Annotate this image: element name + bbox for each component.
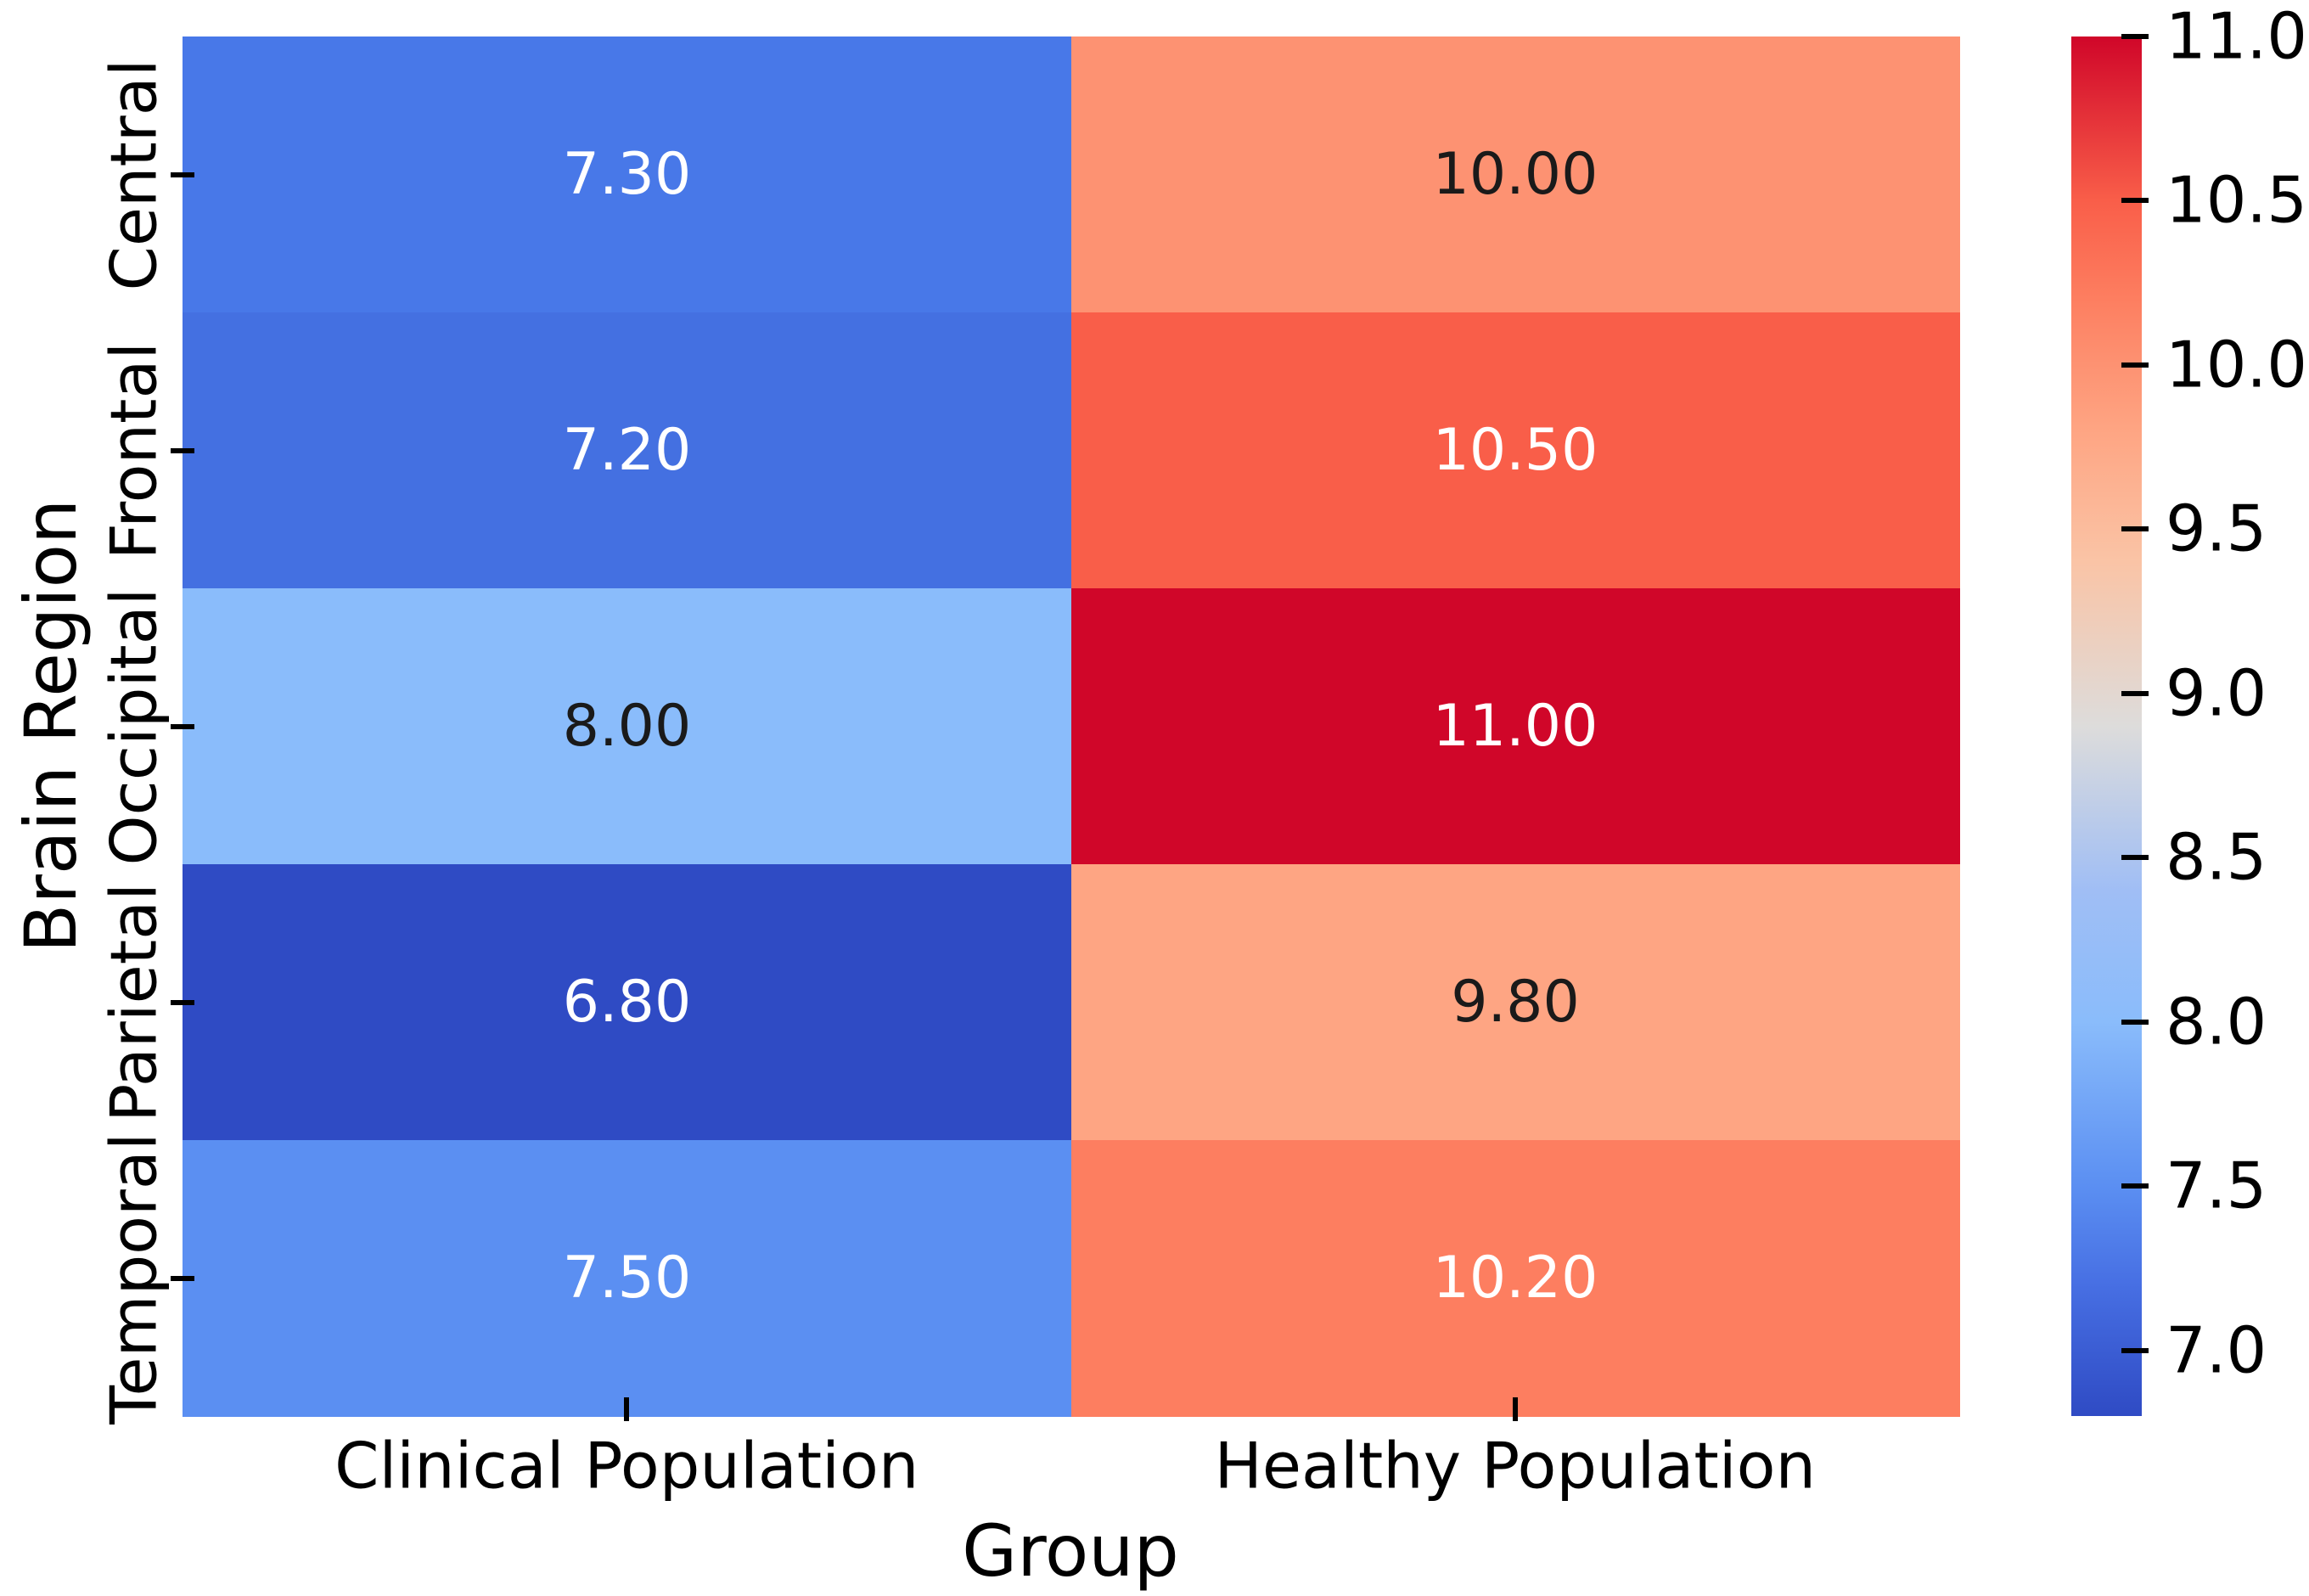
x-tick-label: Healthy Population (1214, 1428, 1817, 1503)
colorbar-tick-mark (2121, 198, 2149, 204)
colorbar-tick-mark (2121, 1019, 2149, 1025)
cell-value-label: 9.80 (1451, 968, 1580, 1036)
cell-value-label: 7.20 (562, 416, 692, 484)
colorbar-tick-label: 9.0 (2166, 655, 2267, 731)
heatmap-cell: 7.50 (183, 1140, 1071, 1417)
colorbar-tick-label: 8.0 (2166, 984, 2267, 1059)
colorbar-tick-mark (2121, 34, 2149, 39)
colorbar-tick-label: 9.5 (2166, 491, 2267, 566)
y-tick-label: Frontal (96, 341, 171, 559)
heatmap-cell: 8.00 (183, 588, 1071, 865)
y-tick-mark (171, 447, 194, 453)
colorbar-tick-label: 7.5 (2166, 1148, 2267, 1223)
heatmap-cell: 10.50 (1070, 312, 1960, 589)
cell-value-label: 10.00 (1432, 140, 1598, 208)
colorbar-tick-mark (2121, 362, 2149, 368)
x-tick-mark (1512, 1397, 1518, 1421)
cell-value-label: 10.20 (1432, 1244, 1598, 1312)
colorbar-tick-label: 11.0 (2166, 0, 2307, 74)
colorbar-tick-label: 8.5 (2166, 819, 2267, 895)
cell-value-label: 10.50 (1432, 416, 1598, 484)
heatmap-plot-area: 7.30 10.00 7.20 10.50 8.00 11.00 6.80 9.80 7.50 1… (183, 37, 1960, 1417)
y-tick-mark (171, 999, 194, 1005)
cell-value-label: 7.50 (562, 1244, 692, 1312)
heatmap-cell: 10.20 (1070, 1140, 1960, 1417)
y-tick-mark (171, 723, 194, 729)
x-axis-label: Group (962, 1509, 1179, 1593)
y-tick-label: Central (96, 58, 171, 291)
cell-value-label: 6.80 (562, 968, 692, 1036)
y-axis-label: Brain Region (9, 498, 93, 953)
heatmap-cell: 7.20 (183, 312, 1071, 589)
heatmap-cell: 10.00 (1070, 37, 1960, 313)
colorbar-tick-label: 7.0 (2166, 1312, 2267, 1388)
heatmap-cell: 11.00 (1070, 588, 1960, 865)
x-tick-label: Clinical Population (334, 1428, 919, 1503)
cell-value-label: 11.00 (1432, 692, 1598, 760)
y-tick-label: Temporal (96, 1132, 171, 1425)
colorbar-tick-label: 10.0 (2166, 327, 2307, 402)
colorbar-tick-mark (2121, 1183, 2149, 1189)
colorbar-tick-mark (2121, 1347, 2149, 1353)
y-tick-label: Parietal (96, 882, 171, 1122)
colorbar-tick-label: 10.5 (2166, 162, 2307, 238)
cell-value-label: 7.30 (562, 140, 692, 208)
heatmap-cell: 7.30 (183, 37, 1071, 313)
y-tick-label: Occipital (96, 587, 171, 865)
y-tick-mark (171, 1275, 194, 1281)
x-tick-mark (624, 1397, 630, 1421)
colorbar-tick-mark (2121, 690, 2149, 696)
y-tick-mark (171, 171, 194, 177)
heatmap-cell: 6.80 (183, 864, 1071, 1141)
colorbar-tick-mark (2121, 526, 2149, 532)
heatmap-cell: 9.80 (1070, 864, 1960, 1141)
colorbar-tick-mark (2121, 855, 2149, 861)
cell-value-label: 8.00 (562, 692, 692, 760)
colorbar-gradient (2071, 37, 2142, 1416)
